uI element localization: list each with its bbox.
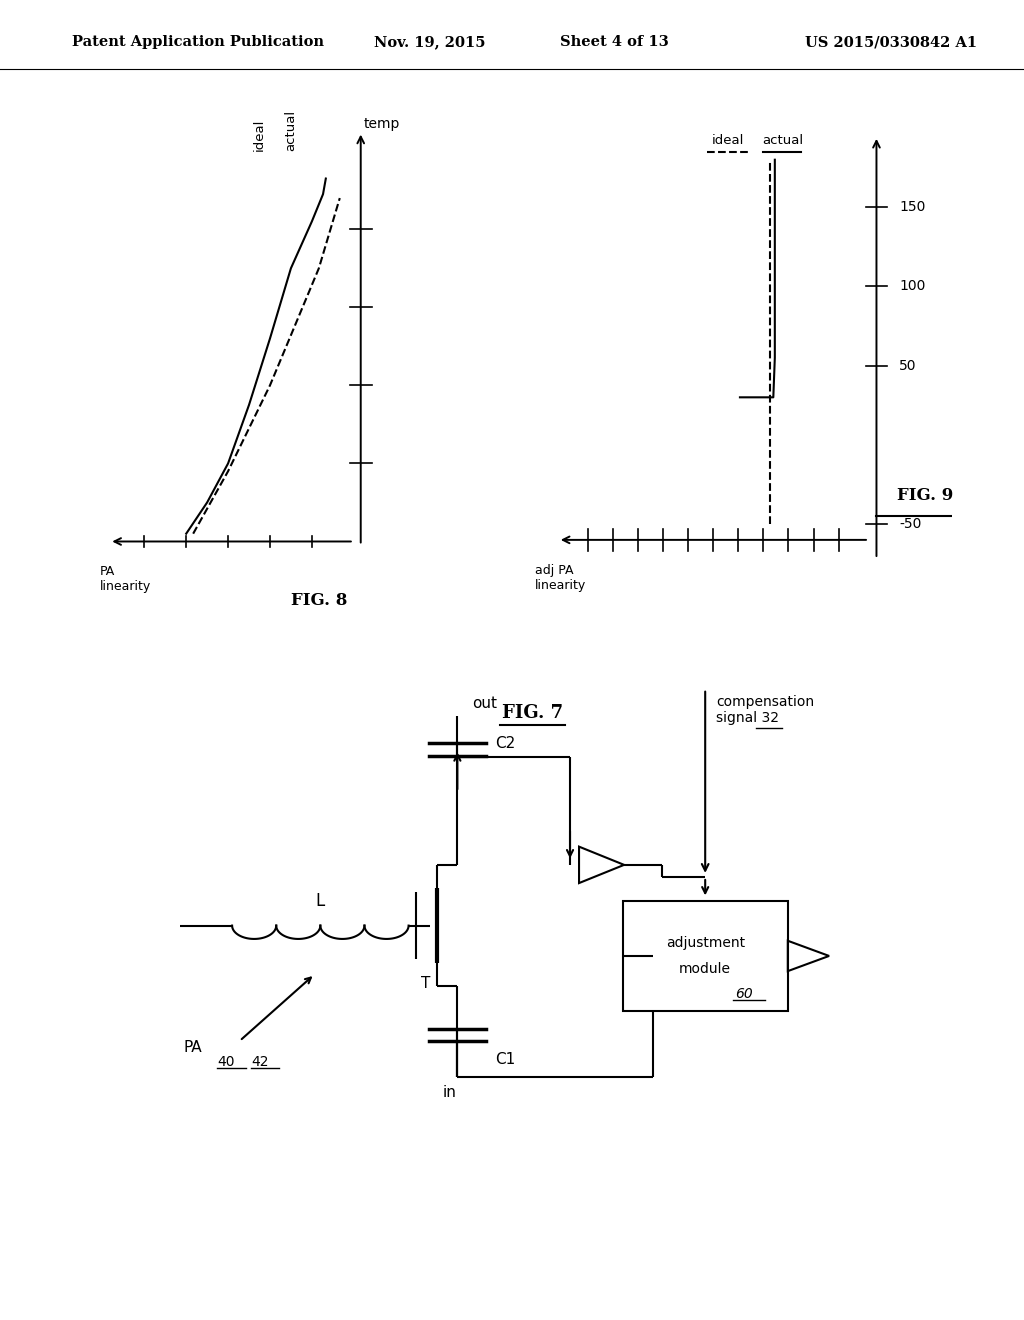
Text: 40: 40 (217, 1055, 234, 1069)
Text: FIG. 8: FIG. 8 (291, 593, 347, 610)
Text: FIG. 9: FIG. 9 (897, 487, 953, 504)
Text: Sheet 4 of 13: Sheet 4 of 13 (560, 36, 669, 49)
Text: Nov. 19, 2015: Nov. 19, 2015 (375, 36, 485, 49)
Text: US 2015/0330842 A1: US 2015/0330842 A1 (805, 36, 977, 49)
Text: -50: -50 (899, 517, 922, 531)
Text: actual: actual (285, 110, 297, 152)
Text: 60: 60 (735, 986, 753, 1001)
Text: in: in (443, 1085, 457, 1100)
Text: C1: C1 (495, 1052, 515, 1067)
Text: 150: 150 (899, 201, 926, 214)
Text: ideal: ideal (252, 119, 265, 152)
Text: actual: actual (762, 135, 803, 147)
Text: L: L (315, 892, 325, 911)
Text: out: out (472, 697, 498, 711)
Text: ideal: ideal (712, 135, 744, 147)
Text: PA: PA (183, 1040, 202, 1055)
Text: 50: 50 (899, 359, 916, 372)
Text: adjustment: adjustment (666, 936, 744, 949)
Text: T: T (421, 975, 430, 991)
Bar (623, 902, 787, 1011)
Text: temp: temp (364, 117, 400, 131)
Text: module: module (679, 962, 731, 977)
Text: compensation
signal 32: compensation signal 32 (717, 694, 814, 725)
Text: PA
linearity: PA linearity (99, 565, 151, 593)
Text: Patent Application Publication: Patent Application Publication (72, 36, 324, 49)
Text: FIG. 7: FIG. 7 (502, 704, 563, 722)
Text: C2: C2 (495, 737, 515, 751)
Text: adj PA
linearity: adj PA linearity (536, 564, 587, 591)
Text: 100: 100 (899, 280, 926, 293)
Text: 42: 42 (251, 1055, 268, 1069)
